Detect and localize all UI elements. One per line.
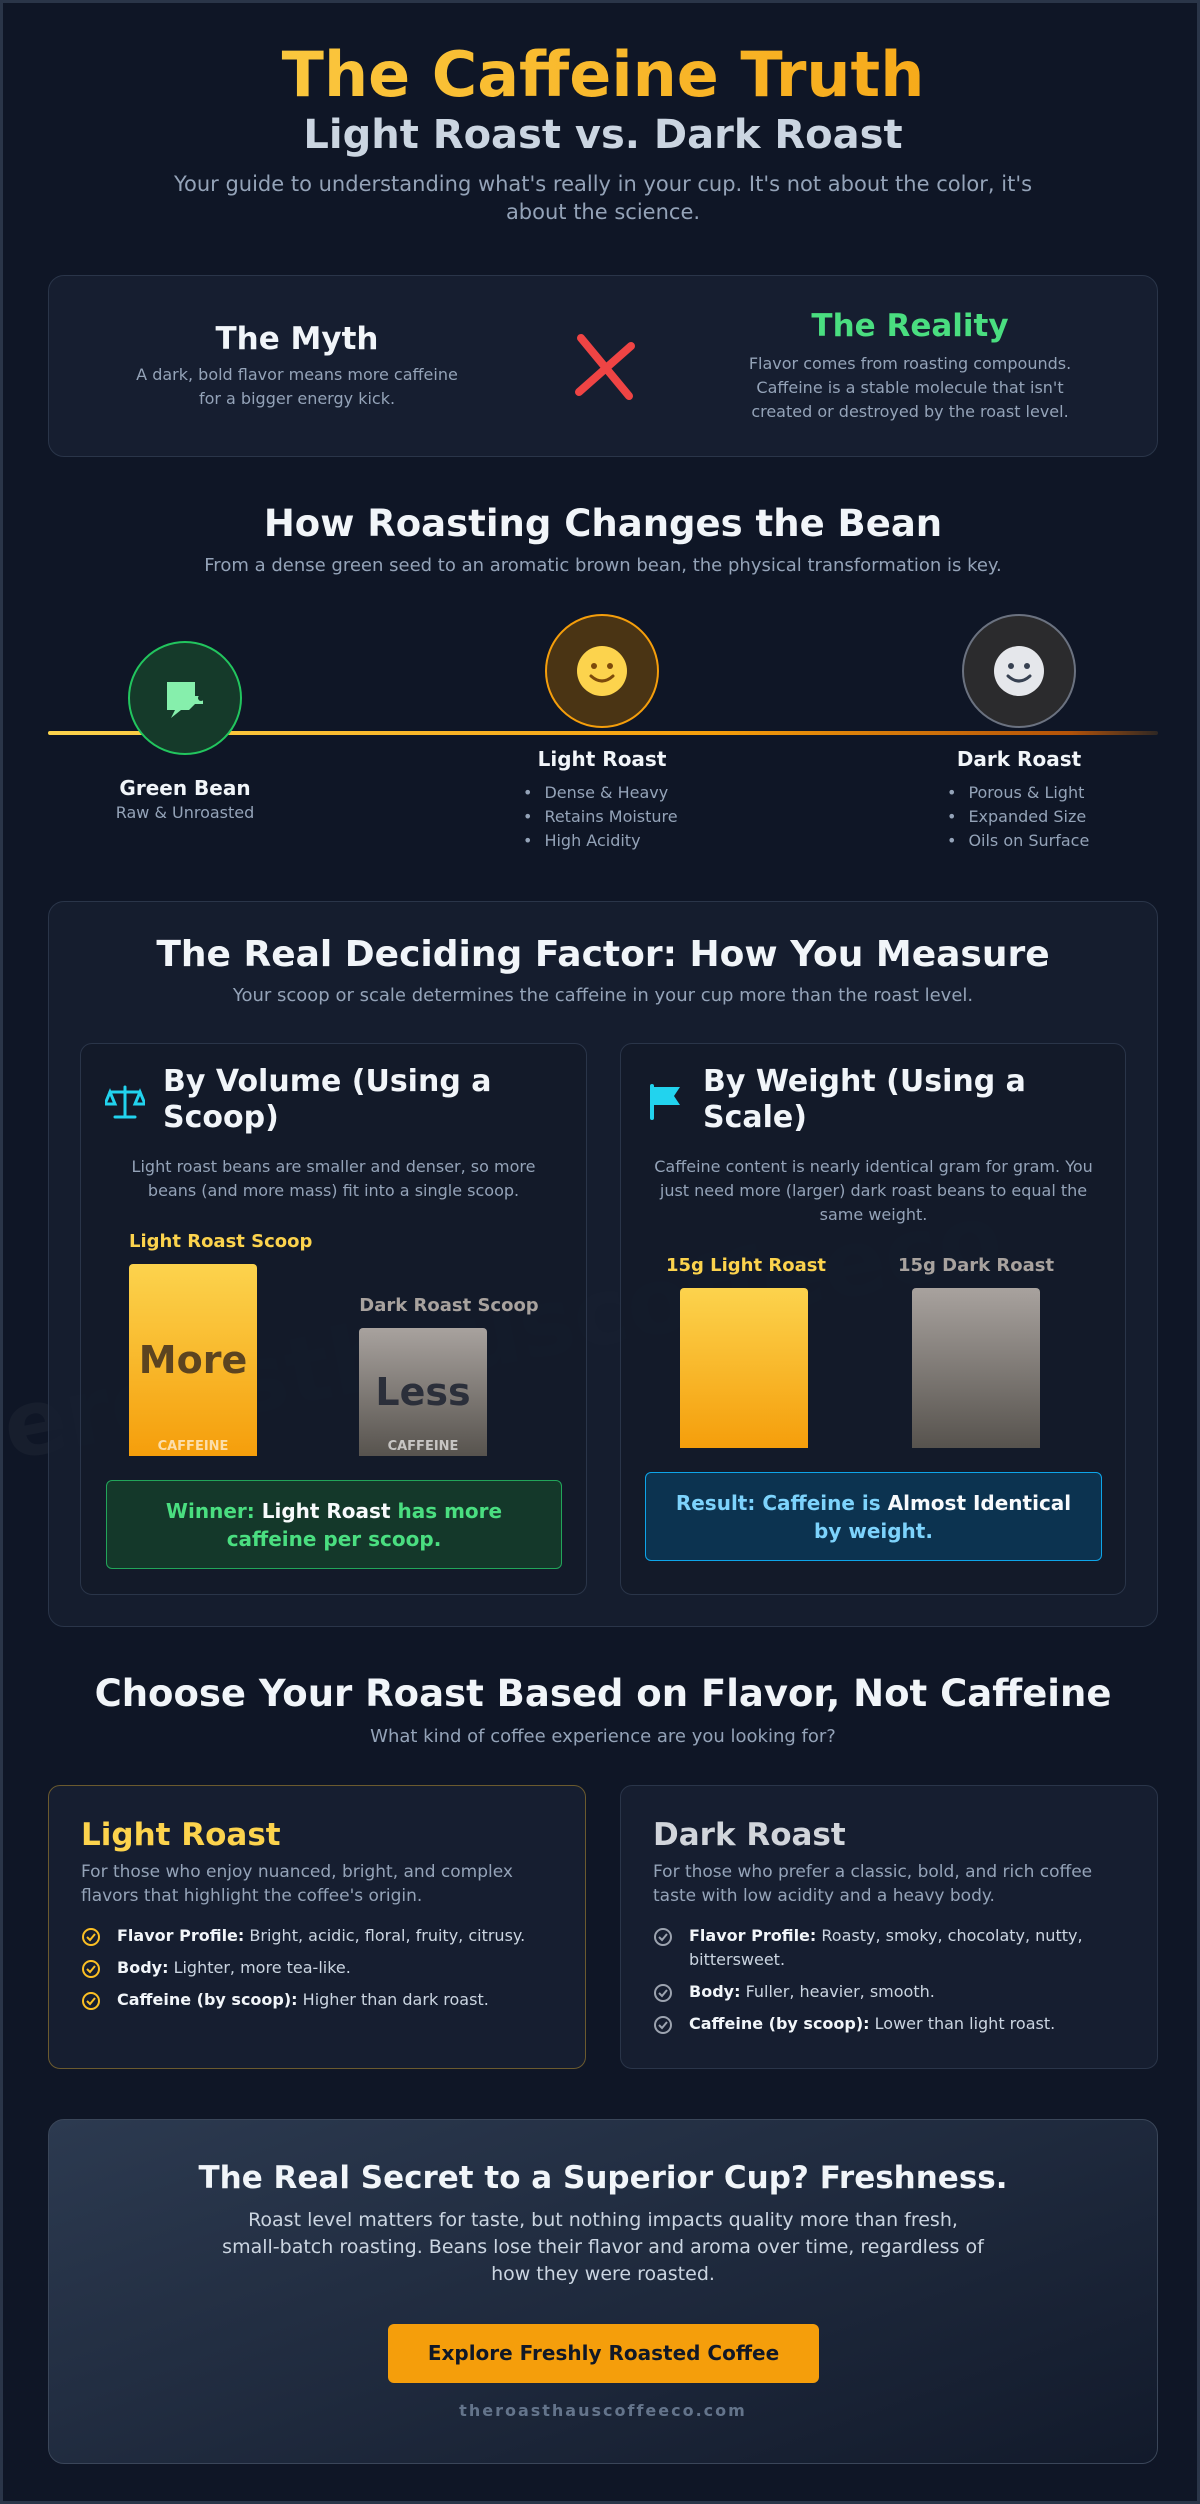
item-text: Bright, acidic, floral, fruity, citrusy. — [249, 1926, 526, 1945]
site-url: theroasthauscoffeeco.com — [459, 2401, 747, 2420]
cta-button[interactable]: Explore Freshly Roasted Coffee — [388, 2324, 819, 2383]
reality-title: The Reality — [811, 308, 1009, 344]
timeline — [48, 731, 1158, 735]
cross-icon — [575, 334, 635, 400]
card-item: Caffeine (by scoop): Higher than dark ro… — [81, 1988, 555, 2012]
result-highlight: Light Roast — [261, 1499, 391, 1523]
card-text: For those who prefer a classic, bold, an… — [653, 1862, 1093, 1906]
result-label: Result: Caffeine is — [675, 1491, 881, 1515]
dark-card: Dark Roast For those who prefer a classi… — [620, 1785, 1158, 2069]
choose-subtitle: What kind of coffee experience are you l… — [370, 1726, 836, 1747]
roasting-title: How Roasting Changes the Bean — [263, 502, 943, 545]
card-text: For those who enjoy nuanced, bright, and… — [81, 1862, 513, 1906]
weight-text: Caffeine content is nearly identical gra… — [654, 1157, 1093, 1224]
card-item: Body: Lighter, more tea-like. — [81, 1956, 555, 1980]
stage-point: Expanded Size — [947, 805, 1089, 829]
scale-icon — [105, 1085, 145, 1119]
item-label: Flavor Profile: — [689, 1926, 817, 1945]
subtitle: Light Roast vs. Dark Roast — [303, 112, 903, 158]
item-text: Lower than light roast. — [874, 2014, 1056, 2033]
result-rest: has more caffeine per scoop. — [226, 1499, 503, 1551]
result-rest: by weight. — [814, 1519, 933, 1543]
volume-card: By Volume (Using a Scoop) Light roast be… — [80, 1043, 587, 1595]
freshness-title: The Real Secret to a Superior Cup? Fresh… — [198, 2160, 1008, 2196]
stage-point: High Acidity — [523, 829, 678, 853]
dark-scoop-bar: Less CAFFEINE — [359, 1328, 487, 1456]
stage-points: Dense & Heavy Retains Moisture High Acid… — [523, 781, 678, 853]
light-weight-bar — [680, 1288, 808, 1448]
measure-subtitle: Your scoop or scale determines the caffe… — [232, 985, 974, 1006]
result-label: Winner: — [165, 1499, 255, 1523]
bar-label: Light Roast Scoop — [129, 1231, 313, 1252]
card-title: Light Roast — [81, 1817, 281, 1853]
reality-text: Flavor comes from roasting compounds. Ca… — [748, 354, 1072, 421]
volume-text: Light roast beans are smaller and denser… — [131, 1157, 536, 1200]
item-label: Flavor Profile: — [117, 1926, 245, 1945]
winner-box: Winner: Light Roast has more caffeine pe… — [106, 1480, 562, 1569]
measure-card: The Real Deciding Factor: How You Measur… — [48, 901, 1158, 1627]
item-label: Caffeine (by scoop): — [689, 2014, 870, 2033]
item-label: Body: — [117, 1958, 169, 1977]
result-box: Result: Caffeine is Almost Identical by … — [645, 1472, 1102, 1561]
bar-caption: CAFFEINE — [387, 1439, 459, 1454]
volume-title: By Volume (Using a Scoop) — [163, 1064, 492, 1135]
stage-points: Porous & Light Expanded Size Oils on Sur… — [947, 781, 1089, 853]
light-card: Light Roast For those who enjoy nuanced,… — [48, 1785, 586, 2069]
bar-label: Dark Roast Scoop — [359, 1295, 539, 1316]
card-item: Body: Fuller, heavier, smooth. — [653, 1980, 1127, 2004]
freshness-card: The Real Secret to a Superior Cup? Fresh… — [48, 2119, 1158, 2464]
light-roast-icon — [545, 614, 659, 728]
myth-text: A dark, bold flavor means more caffeine … — [136, 365, 458, 408]
item-label: Caffeine (by scoop): — [117, 1990, 298, 2009]
bar-text: Less — [375, 1370, 471, 1414]
card-title: Dark Roast — [653, 1817, 846, 1853]
item-label: Body: — [689, 1982, 741, 2001]
stage-desc: Raw & Unroasted — [115, 803, 255, 822]
weight-card: By Weight (Using a Scale) Caffeine conte… — [620, 1043, 1126, 1595]
stage-name: Green Bean — [119, 776, 251, 800]
item-text: Fuller, heavier, smooth. — [745, 1982, 935, 2001]
stage-point: Oils on Surface — [947, 829, 1089, 853]
bar-caption: CAFFEINE — [157, 1439, 229, 1454]
green-bean-icon — [128, 641, 242, 755]
dark-roast-icon — [962, 614, 1076, 728]
roasting-subtitle: From a dense green seed to an aromatic b… — [204, 555, 1002, 576]
stage-point: Dense & Heavy — [523, 781, 678, 805]
measure-title: The Real Deciding Factor: How You Measur… — [156, 934, 1050, 975]
stage-name: Dark Roast — [956, 747, 1082, 771]
stage-name: Light Roast — [537, 747, 667, 771]
choose-title: Choose Your Roast Based on Flavor, Not C… — [94, 1672, 1112, 1715]
card-item: Flavor Profile: Roasty, smoky, chocolaty… — [653, 1924, 1127, 1972]
result-highlight: Almost Identical — [887, 1491, 1072, 1515]
myth-title: The Myth — [215, 321, 379, 357]
light-scoop-bar: More CAFFEINE — [129, 1264, 257, 1456]
title: The Caffeine Truth — [3, 37, 1197, 113]
stage-point: Porous & Light — [947, 781, 1089, 805]
card-item: Caffeine (by scoop): Lower than light ro… — [653, 2012, 1127, 2036]
weight-title: By Weight (Using a Scale) — [703, 1064, 1026, 1135]
item-text: Lighter, more tea-like. — [173, 1958, 351, 1977]
intro: Your guide to understanding what's reall… — [173, 172, 1033, 224]
bar-label: 15g Light Roast — [665, 1255, 827, 1276]
bar-label: 15g Dark Roast — [897, 1255, 1055, 1276]
item-text: Roasty, smoky, chocolaty, nutty, bitters… — [689, 1926, 1083, 1969]
flag-icon — [650, 1084, 680, 1120]
myth-card: The Myth A dark, bold flavor means more … — [48, 275, 1158, 457]
freshness-text: Roast level matters for taste, but nothi… — [222, 2209, 984, 2285]
item-text: Higher than dark roast. — [302, 1990, 489, 2009]
card-item: Flavor Profile: Bright, acidic, floral, … — [81, 1924, 555, 1948]
bar-text: More — [138, 1338, 248, 1382]
dark-weight-bar — [912, 1288, 1040, 1448]
stage-point: Retains Moisture — [523, 805, 677, 829]
